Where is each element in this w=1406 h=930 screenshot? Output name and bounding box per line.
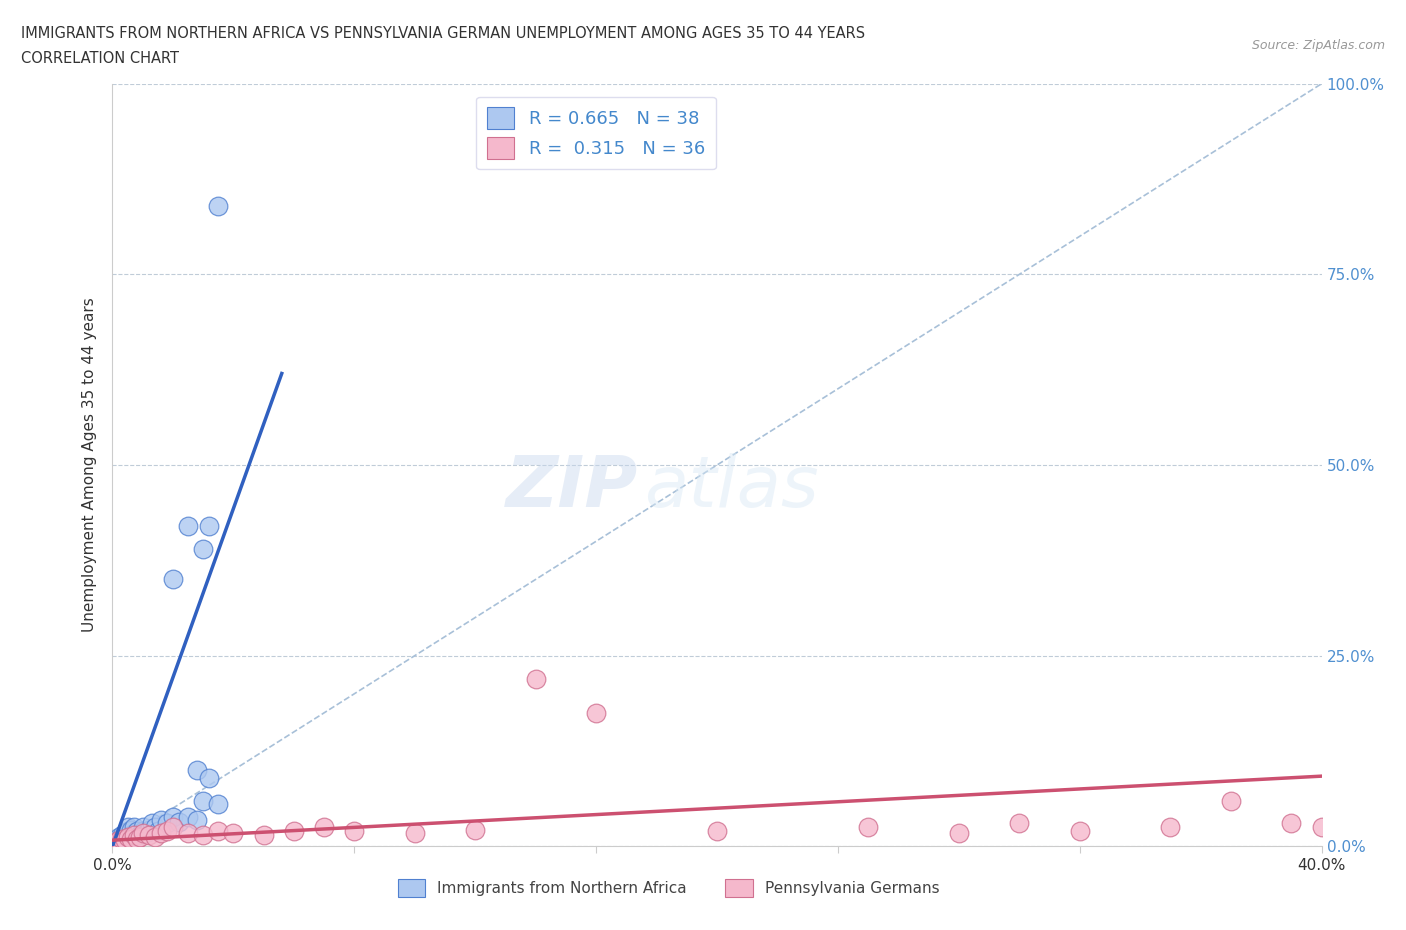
Y-axis label: Unemployment Among Ages 35 to 44 years: Unemployment Among Ages 35 to 44 years — [82, 298, 97, 632]
Point — [146, 824, 169, 839]
Point — [104, 835, 127, 850]
Point — [948, 825, 970, 840]
Text: atlas: atlas — [644, 454, 820, 523]
Point — [122, 828, 145, 843]
Point — [135, 825, 157, 840]
Point — [314, 820, 336, 835]
Point — [132, 825, 155, 840]
Point — [120, 831, 142, 846]
Point — [143, 830, 166, 844]
Point — [856, 820, 880, 835]
Point — [117, 831, 139, 846]
Point — [464, 822, 486, 837]
Point — [1008, 816, 1031, 830]
Point — [162, 820, 184, 835]
Point — [1159, 820, 1181, 835]
Point — [156, 816, 179, 830]
Point — [1310, 820, 1333, 835]
Point — [114, 825, 136, 840]
Point — [117, 820, 139, 835]
Point — [149, 825, 172, 840]
Point — [122, 825, 145, 840]
Text: CORRELATION CHART: CORRELATION CHART — [21, 51, 179, 66]
Point — [138, 822, 160, 837]
Point — [114, 832, 136, 847]
Point — [1069, 824, 1091, 839]
Point — [167, 815, 190, 830]
Point — [125, 824, 148, 839]
Point — [207, 824, 229, 839]
Point — [585, 706, 607, 721]
Text: IMMIGRANTS FROM NORTHERN AFRICA VS PENNSYLVANIA GERMAN UNEMPLOYMENT AMONG AGES 3: IMMIGRANTS FROM NORTHERN AFRICA VS PENNS… — [21, 26, 865, 41]
Point — [128, 828, 150, 843]
Point — [132, 820, 155, 835]
Point — [122, 820, 145, 835]
Point — [104, 835, 127, 850]
Point — [207, 198, 229, 213]
Point — [177, 825, 200, 840]
Point — [138, 828, 160, 843]
Text: Source: ZipAtlas.com: Source: ZipAtlas.com — [1251, 39, 1385, 52]
Point — [191, 828, 214, 843]
Point — [128, 830, 150, 844]
Point — [120, 828, 142, 843]
Point — [110, 831, 132, 846]
Point — [207, 797, 229, 812]
Point — [141, 816, 163, 830]
Point — [186, 812, 208, 827]
Point — [706, 824, 728, 839]
Point — [143, 820, 166, 835]
Point — [107, 832, 129, 847]
Point — [107, 830, 129, 844]
Legend: Immigrants from Northern Africa, Pennsylvania Germans: Immigrants from Northern Africa, Pennsyl… — [392, 872, 946, 903]
Point — [156, 824, 179, 839]
Point — [177, 810, 200, 825]
Point — [1279, 816, 1302, 830]
Point — [343, 824, 366, 839]
Point — [186, 763, 208, 777]
Point — [117, 824, 139, 839]
Point — [120, 822, 142, 837]
Point — [132, 824, 155, 839]
Text: ZIP: ZIP — [506, 454, 638, 523]
Point — [222, 825, 245, 840]
Point — [125, 831, 148, 846]
Point — [191, 541, 214, 556]
Point — [107, 832, 129, 847]
Point — [177, 519, 200, 534]
Point — [110, 828, 132, 843]
Point — [149, 812, 172, 827]
Point — [524, 671, 547, 686]
Point — [404, 825, 426, 840]
Point — [114, 832, 136, 847]
Point — [117, 830, 139, 844]
Point — [162, 810, 184, 825]
Point — [253, 828, 276, 843]
Point — [198, 519, 221, 534]
Point — [1220, 793, 1243, 808]
Point — [110, 831, 132, 846]
Point — [191, 793, 214, 808]
Point — [198, 770, 221, 785]
Point — [283, 824, 305, 839]
Point — [162, 572, 184, 587]
